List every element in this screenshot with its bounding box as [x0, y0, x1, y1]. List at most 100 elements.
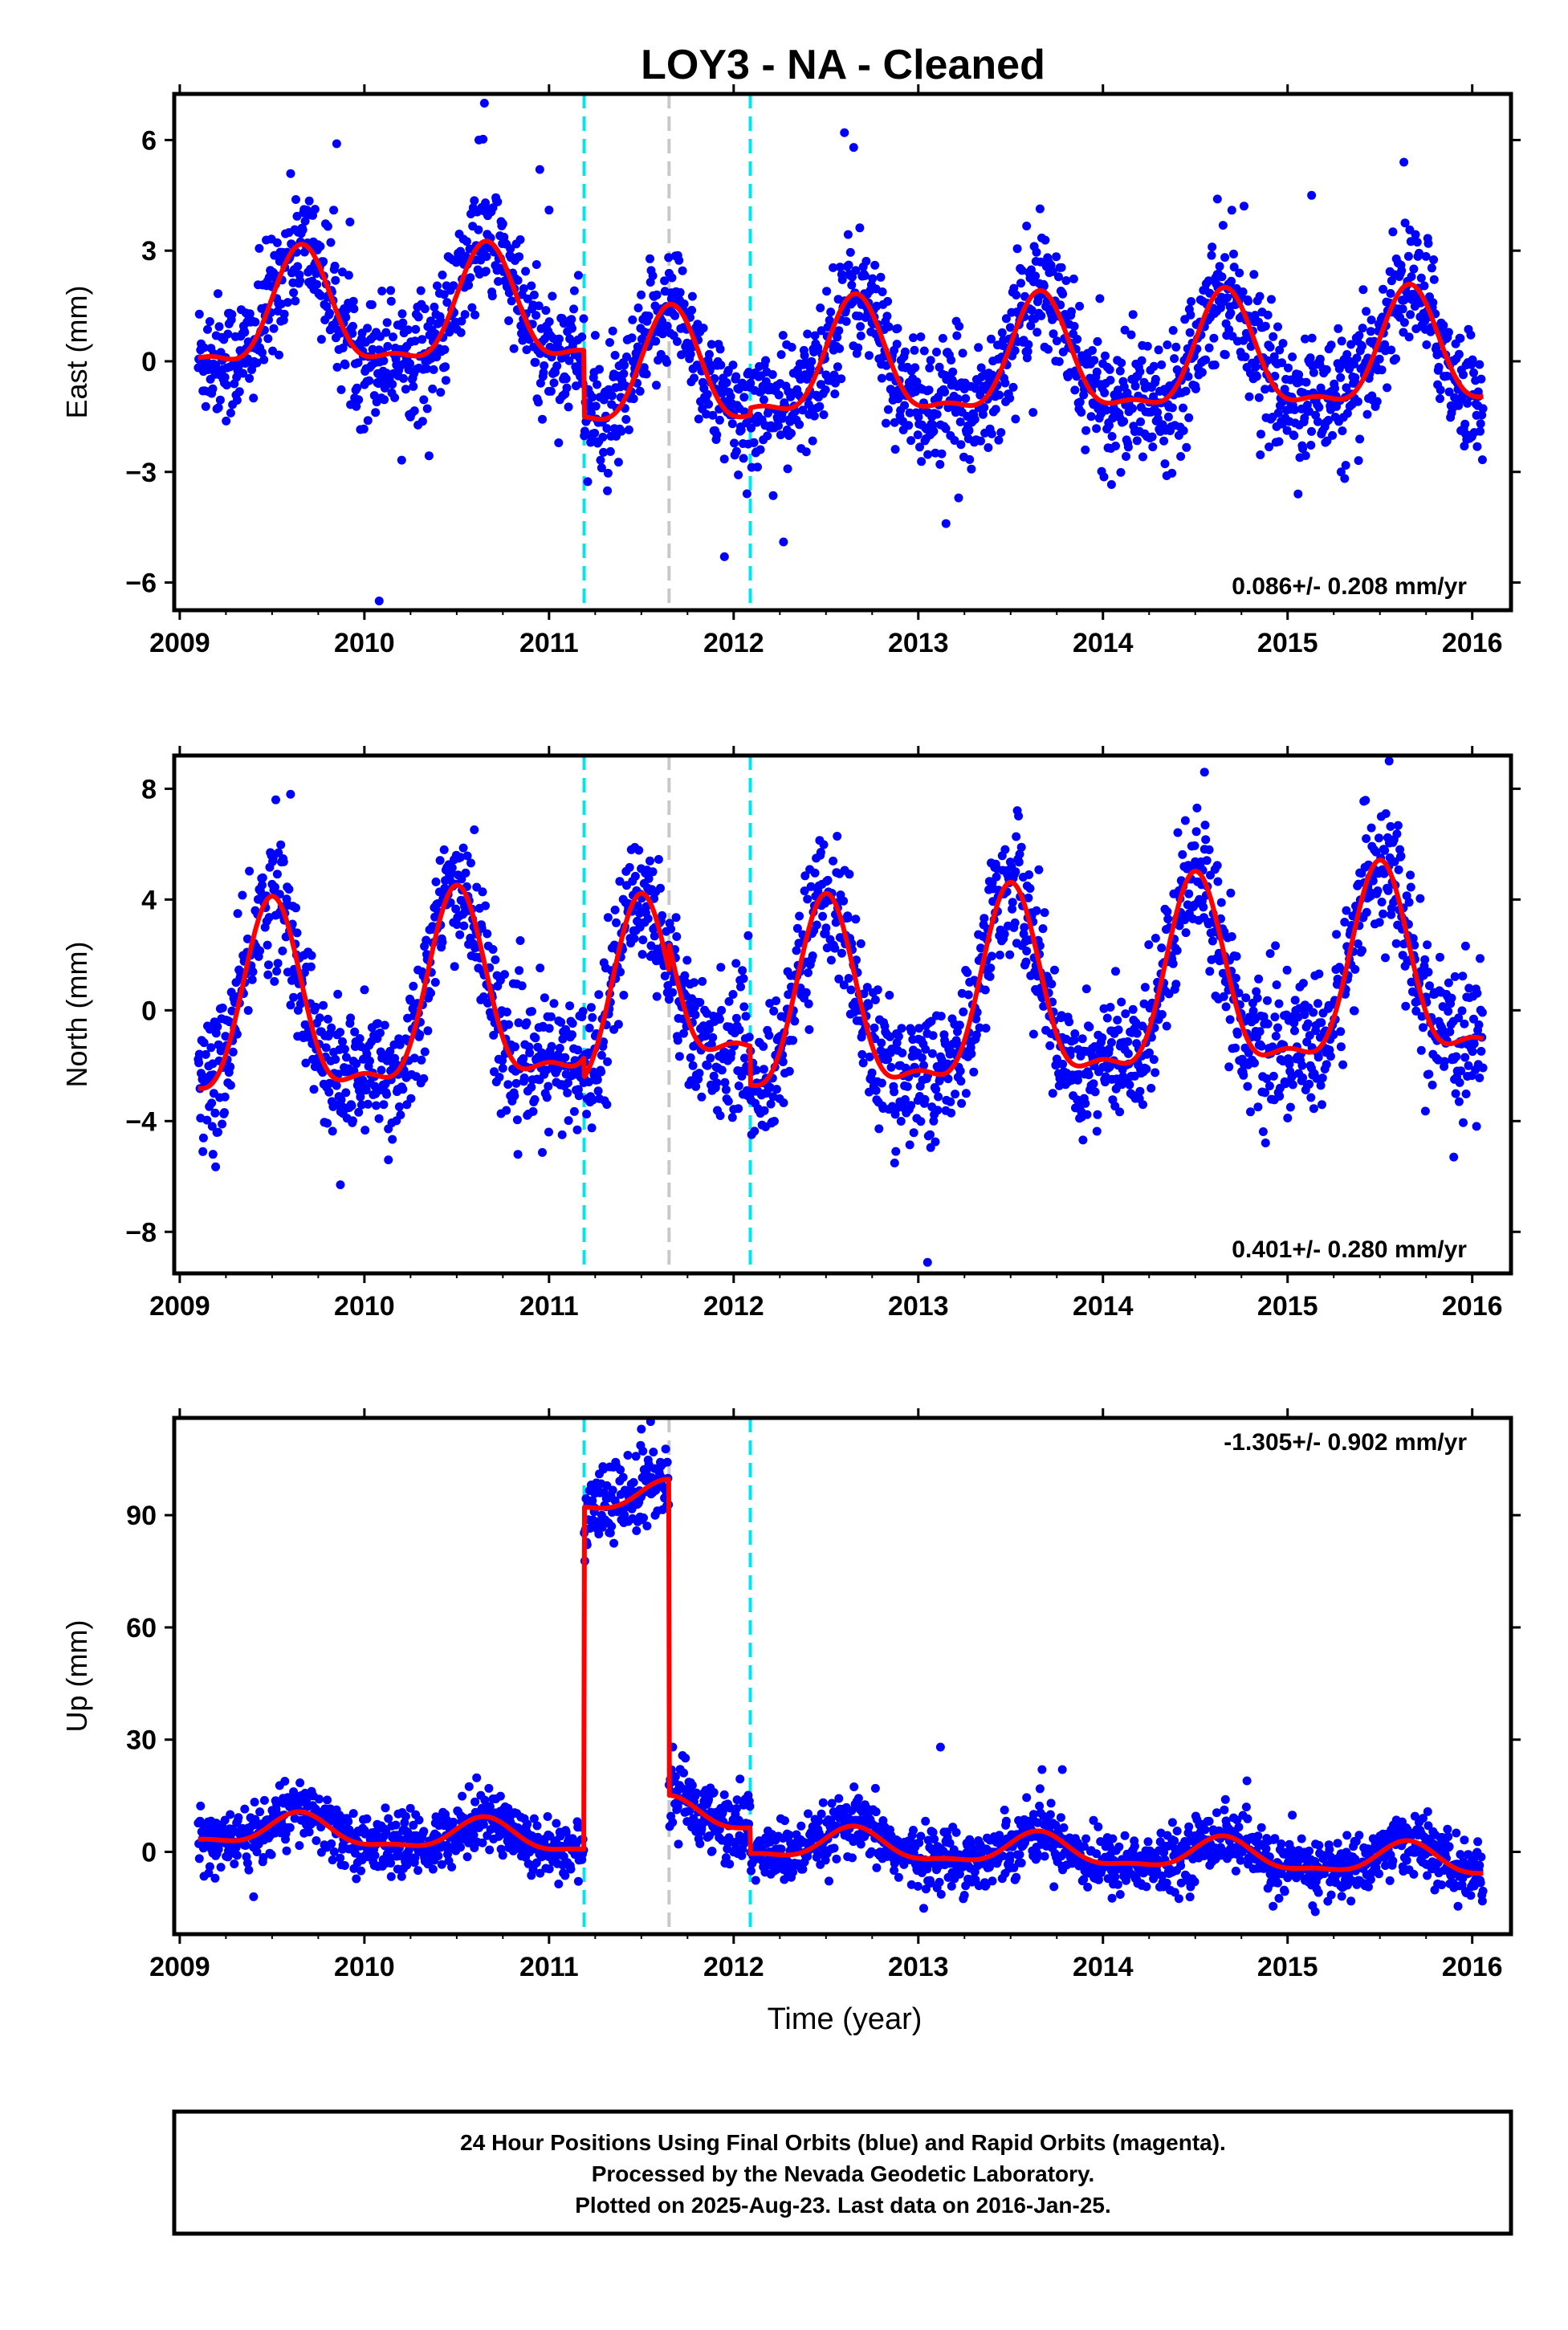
data-point — [641, 369, 651, 379]
data-point — [1102, 1013, 1112, 1023]
data-point — [882, 418, 890, 428]
data-point — [686, 349, 695, 359]
data-point — [1154, 345, 1163, 355]
data-point — [936, 1012, 946, 1021]
data-point — [1416, 1045, 1426, 1055]
data-point — [935, 362, 944, 372]
data-point — [355, 1034, 365, 1043]
data-point — [628, 315, 637, 324]
north-panel: 2009 2010 2011 2012 2013 2014 2015 2016−8−4048N… — [60, 746, 1521, 1322]
data-point — [515, 936, 525, 945]
data-point — [943, 403, 953, 413]
data-point — [1191, 384, 1200, 393]
data-point — [519, 1073, 529, 1082]
data-point — [1375, 354, 1384, 364]
data-point — [1057, 263, 1066, 272]
data-point — [1117, 997, 1126, 1007]
data-point — [727, 419, 737, 429]
data-point — [1399, 318, 1409, 328]
data-point — [795, 911, 804, 921]
data-point — [1032, 247, 1041, 257]
data-point — [1419, 281, 1429, 291]
data-point — [572, 1125, 582, 1134]
data-point — [593, 1075, 602, 1085]
data-point — [603, 1057, 613, 1066]
data-point — [1148, 442, 1158, 452]
data-point — [1358, 341, 1366, 351]
data-point — [1318, 1100, 1326, 1110]
data-point — [1227, 206, 1236, 215]
data-point — [1314, 402, 1324, 412]
data-point — [394, 1102, 404, 1111]
data-point — [519, 284, 528, 293]
data-point — [656, 883, 665, 893]
data-point — [494, 277, 503, 286]
data-point — [390, 393, 400, 402]
data-point — [1078, 1135, 1088, 1145]
data-point — [329, 206, 339, 215]
data-point — [1215, 262, 1224, 271]
data-point — [227, 310, 237, 320]
data-point — [529, 290, 539, 299]
data-point — [1128, 1004, 1138, 1014]
data-point — [527, 1007, 536, 1016]
data-point — [1454, 349, 1464, 359]
data-point — [1420, 1106, 1430, 1116]
data-point — [1444, 1007, 1453, 1016]
data-point — [548, 291, 557, 301]
data-point — [1267, 295, 1276, 304]
data-point — [1265, 442, 1274, 452]
data-point — [1475, 360, 1485, 369]
data-point — [568, 1019, 577, 1029]
data-point — [226, 1081, 235, 1090]
data-point — [715, 1015, 724, 1024]
data-point — [1168, 959, 1178, 968]
data-point — [500, 970, 509, 980]
data-point — [932, 409, 942, 419]
data-point — [336, 1028, 345, 1037]
data-point — [259, 1795, 269, 1805]
data-point — [1045, 1041, 1055, 1050]
data-point — [801, 447, 811, 457]
data-point — [970, 414, 979, 424]
data-point — [381, 328, 391, 337]
data-point — [1386, 821, 1395, 831]
data-point — [580, 426, 589, 436]
data-point — [386, 1872, 396, 1881]
data-point — [833, 362, 842, 372]
data-point — [376, 1029, 385, 1037]
data-point — [913, 430, 922, 440]
data-point — [1261, 321, 1270, 331]
data-point — [1254, 974, 1264, 984]
data-point — [1340, 474, 1350, 483]
data-point — [323, 1795, 332, 1805]
data-point — [690, 373, 698, 383]
data-point — [967, 464, 976, 474]
data-point — [377, 1065, 386, 1075]
data-point — [438, 271, 447, 279]
data-point — [874, 1124, 884, 1134]
y-axis-label: East (mm) — [60, 286, 93, 419]
data-point — [430, 302, 439, 312]
data-point — [1000, 378, 1010, 388]
data-point — [1362, 834, 1371, 843]
data-point — [531, 1033, 540, 1043]
data-point — [1362, 307, 1371, 316]
data-point — [891, 1147, 901, 1156]
data-point — [220, 373, 230, 382]
data-point — [651, 336, 661, 346]
data-point — [610, 351, 620, 360]
data-point — [1014, 857, 1024, 867]
data-point — [417, 1055, 426, 1065]
data-point — [1213, 877, 1223, 886]
data-point — [1280, 385, 1289, 394]
data-point — [955, 321, 964, 331]
data-point — [739, 393, 749, 402]
data-point — [1429, 275, 1439, 284]
data-point — [549, 378, 559, 388]
data-point — [590, 429, 600, 438]
data-point — [703, 389, 712, 399]
data-point — [323, 1014, 332, 1024]
data-point — [1342, 350, 1352, 359]
data-point — [324, 1087, 334, 1097]
